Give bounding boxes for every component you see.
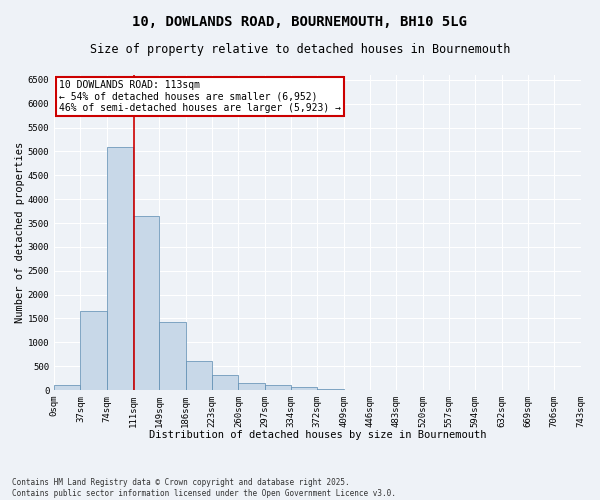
Bar [160, 322, 186, 390]
Bar [54, 386, 80, 390]
Bar [133, 216, 160, 390]
Bar [186, 360, 212, 390]
Text: Contains HM Land Registry data © Crown copyright and database right 2025.
Contai: Contains HM Land Registry data © Crown c… [12, 478, 396, 498]
Y-axis label: Number of detached properties: Number of detached properties [15, 142, 25, 323]
Bar [291, 388, 317, 390]
Text: 10 DOWLANDS ROAD: 113sqm
← 54% of detached houses are smaller (6,952)
46% of sem: 10 DOWLANDS ROAD: 113sqm ← 54% of detach… [59, 80, 341, 113]
Text: 10, DOWLANDS ROAD, BOURNEMOUTH, BH10 5LG: 10, DOWLANDS ROAD, BOURNEMOUTH, BH10 5LG [133, 15, 467, 29]
X-axis label: Distribution of detached houses by size in Bournemouth: Distribution of detached houses by size … [149, 430, 486, 440]
Bar [317, 388, 344, 390]
Bar [80, 312, 107, 390]
Bar [265, 386, 291, 390]
Text: Size of property relative to detached houses in Bournemouth: Size of property relative to detached ho… [90, 42, 510, 56]
Bar [212, 375, 238, 390]
Bar [107, 146, 133, 390]
Bar [238, 383, 265, 390]
